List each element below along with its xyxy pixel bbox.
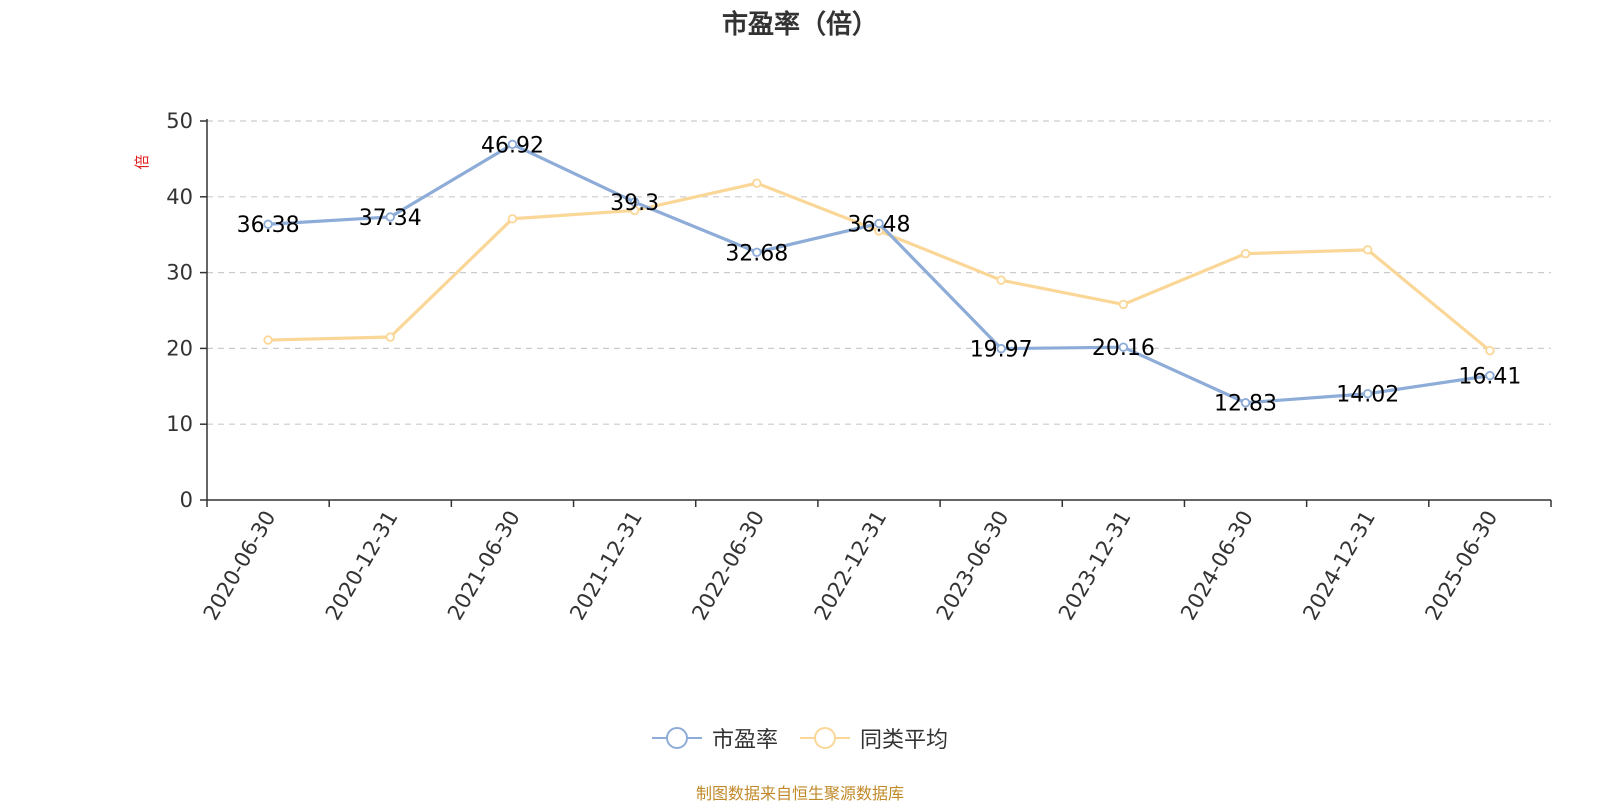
data-label: 39.3 (610, 191, 659, 216)
series-line-pe (267, 142, 1491, 405)
x-tick-label: 2024-06-30 (1176, 507, 1258, 625)
x-tick-label: 2022-12-31 (810, 507, 892, 625)
y-tick-label: 20 (166, 336, 193, 360)
data-point (385, 212, 395, 222)
data-point (263, 335, 273, 345)
legend-avg-marker-icon (800, 727, 850, 749)
x-tick-label: 2021-12-31 (565, 507, 647, 625)
legend: 市盈率 同类平均 (0, 722, 1600, 754)
x-tick-label: 2022-06-30 (687, 507, 769, 625)
x-tick-label: 2021-06-30 (443, 507, 525, 625)
data-point (1118, 299, 1129, 310)
data-point (874, 218, 884, 229)
data-point (1363, 245, 1373, 255)
series-lines (263, 139, 1495, 408)
data-label: 12.83 (1214, 392, 1277, 417)
data-point (507, 139, 518, 150)
data-point (752, 178, 762, 188)
data-point (629, 197, 640, 207)
y-tick-label: 10 (166, 412, 193, 436)
x-tick-label: 2023-12-31 (1054, 507, 1136, 625)
y-tick-label: 0 (180, 488, 193, 512)
y-axis-unit-label: 倍 (133, 154, 151, 169)
x-tick-label: 2025-06-30 (1420, 507, 1502, 625)
grid-lines (207, 120, 1551, 425)
legend-item-avg[interactable]: 同类平均 (800, 722, 948, 754)
legend-item-pe[interactable]: 市盈率 (651, 722, 778, 754)
legend-avg-label: 同类平均 (860, 728, 949, 753)
series-line-avg (268, 181, 1491, 352)
data-point (263, 219, 273, 229)
data-point (1485, 345, 1495, 356)
x-tick-label: 2023-06-30 (932, 507, 1014, 625)
y-tick-label: 30 (166, 261, 193, 285)
data-point (1240, 248, 1251, 259)
data-point (996, 275, 1006, 285)
legend-pe-label: 市盈率 (711, 728, 778, 753)
data-label: 36.48 (848, 212, 911, 237)
x-tick-label: 2020-06-30 (199, 507, 281, 625)
axes: 0 10 20 30 40 50 倍 2020-06-30 2020-12-31 2021-06-… (133, 109, 1552, 625)
y-tick-label: 40 (166, 185, 193, 209)
data-point (1363, 389, 1373, 399)
data-point (1485, 370, 1495, 381)
data-label: 14.02 (1336, 383, 1399, 408)
data-label: 46.92 (481, 133, 544, 158)
legend-pe-marker-icon (651, 727, 702, 749)
data-point (1240, 398, 1251, 408)
data-label: 16.41 (1458, 365, 1521, 390)
data-point (1118, 342, 1129, 352)
x-tick-label: 2020-12-31 (321, 507, 403, 625)
data-point (385, 332, 395, 342)
data-label: 19.97 (970, 338, 1033, 363)
data-label: 37.34 (359, 206, 422, 231)
data-point (996, 343, 1006, 354)
y-tick-label: 50 (166, 109, 193, 133)
data-point (752, 247, 762, 257)
data-label: 32.68 (725, 241, 788, 266)
data-labels: 36.38 37.34 46.92 39.3 32.68 36.48 19.97 20.16 1… (237, 133, 1522, 416)
data-label: 20.16 (1092, 336, 1155, 361)
data-point (507, 214, 518, 224)
source-note: 制图数据来自恒生聚源数据库 (695, 784, 904, 803)
chart-title: 市盈率（倍） (721, 10, 878, 40)
data-label: 36.38 (237, 213, 300, 238)
x-tick-label: 2024-12-31 (1298, 507, 1380, 625)
